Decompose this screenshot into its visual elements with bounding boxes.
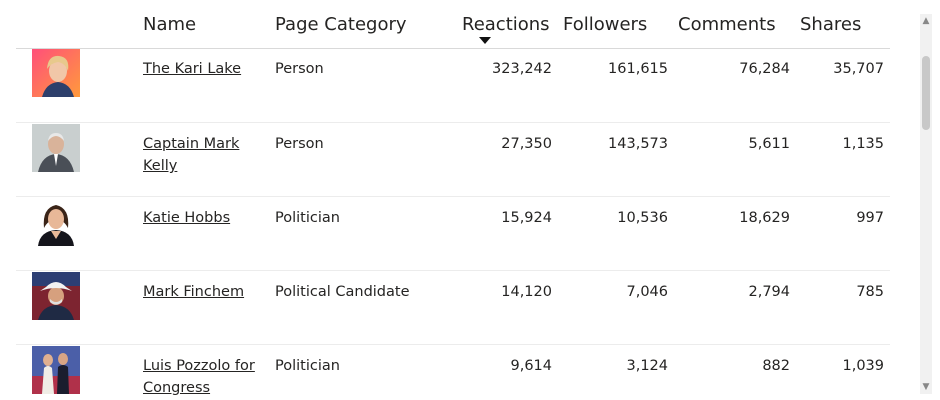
followers-value: 7,046 xyxy=(626,284,668,300)
table-row: Captain Mark Kelly Person 27,350 143,573… xyxy=(16,122,890,197)
comments-value: 5,611 xyxy=(748,136,790,152)
reactions-value: 15,924 xyxy=(501,210,552,226)
table-row: Mark Finchem Political Candidate 14,120 … xyxy=(16,270,890,345)
col-header-comments[interactable]: Comments xyxy=(678,14,776,35)
comments-value: 882 xyxy=(762,358,790,374)
sort-descending-icon xyxy=(479,37,491,44)
scroll-thumb[interactable] xyxy=(922,56,930,130)
page-name-link[interactable]: Captain Mark Kelly xyxy=(143,136,240,174)
page-name-link[interactable]: Mark Finchem xyxy=(143,284,245,300)
avatar xyxy=(32,198,80,246)
page-category: Person xyxy=(275,136,324,152)
pages-table: Name Page Category Reactions Followers C… xyxy=(16,0,890,400)
comments-value: 76,284 xyxy=(739,61,790,77)
reactions-value: 27,350 xyxy=(501,136,552,152)
followers-value: 143,573 xyxy=(608,136,668,152)
col-header-name[interactable]: Name xyxy=(143,14,197,35)
chevron-up-icon[interactable]: ▲ xyxy=(922,16,930,26)
reactions-value: 9,614 xyxy=(510,358,552,374)
col-header-reactions[interactable]: Reactions xyxy=(462,14,550,35)
avatar xyxy=(32,346,80,394)
col-header-followers[interactable]: Followers xyxy=(563,14,648,35)
shares-value: 1,039 xyxy=(842,358,884,374)
table-row: Luis Pozzolo for Congress Politician 9,6… xyxy=(16,344,890,400)
comments-value: 2,794 xyxy=(748,284,790,300)
avatar xyxy=(32,124,80,172)
page-category: Politician xyxy=(275,210,340,226)
page-name-link[interactable]: Luis Pozzolo for Congress xyxy=(143,358,255,396)
reactions-value: 14,120 xyxy=(501,284,552,300)
table-header: Name Page Category Reactions Followers C… xyxy=(16,0,890,49)
page-name-link[interactable]: Katie Hobbs xyxy=(143,210,231,226)
avatar xyxy=(32,272,80,320)
table-row: The Kari Lake Person 323,242 161,615 76,… xyxy=(16,48,890,122)
col-header-category[interactable]: Page Category xyxy=(275,14,407,35)
vertical-scrollbar[interactable]: ▲ ▼ xyxy=(920,14,932,394)
page-category: Political Candidate xyxy=(275,284,410,300)
reactions-value: 323,242 xyxy=(492,61,552,77)
shares-value: 785 xyxy=(856,284,884,300)
page-category: Person xyxy=(275,61,324,77)
chevron-down-icon[interactable]: ▼ xyxy=(922,382,930,392)
followers-value: 3,124 xyxy=(626,358,668,374)
comments-value: 18,629 xyxy=(739,210,790,226)
shares-value: 35,707 xyxy=(833,61,884,77)
followers-value: 161,615 xyxy=(608,61,668,77)
page-name-link[interactable]: The Kari Lake xyxy=(143,61,242,77)
avatar xyxy=(32,49,80,97)
shares-value: 997 xyxy=(856,210,884,226)
table-row: Katie Hobbs Politician 15,924 10,536 18,… xyxy=(16,196,890,271)
followers-value: 10,536 xyxy=(617,210,668,226)
shares-value: 1,135 xyxy=(842,136,884,152)
page-category: Politician xyxy=(275,358,340,374)
col-header-shares[interactable]: Shares xyxy=(800,14,862,35)
